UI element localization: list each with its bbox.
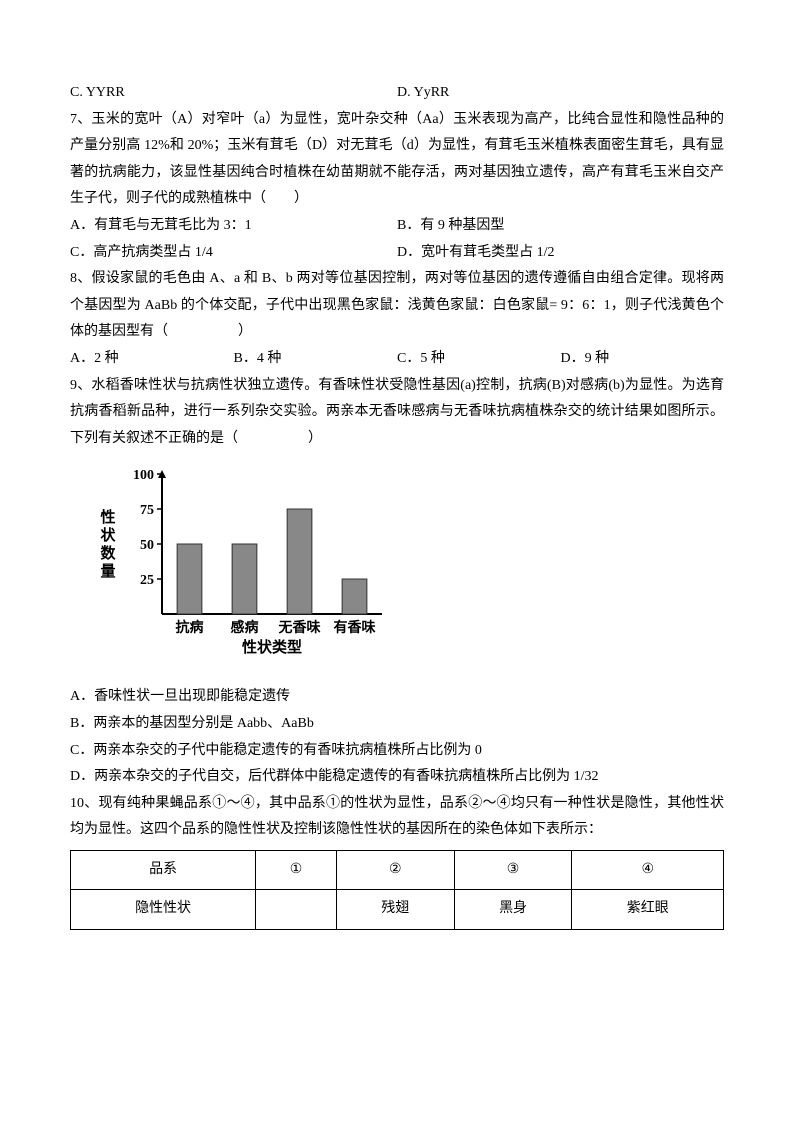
bar-chart-svg: 25 50 75 100 抗病 感病 无香味有香味性状类型 性状数量 — [90, 464, 392, 664]
svg-text:75: 75 — [140, 503, 154, 518]
q9-number: 9、 — [70, 378, 91, 393]
q7-options-ab: A．有茸毛与无茸毛比为 3：1 B．有 9 种基因型 — [70, 213, 724, 240]
svg-text:感病: 感病 — [231, 619, 259, 636]
table-cell: 黑身 — [454, 890, 572, 930]
q8-options: A．2 种 B．4 种 C．5 种 D．9 种 — [70, 346, 724, 373]
svg-text:有香味: 有香味 — [334, 619, 376, 636]
svg-text:无香味: 无香味 — [278, 619, 321, 636]
q7-body: 玉米的宽叶（A）对窄叶（a）为显性，宽叶杂交种（Aa）玉米表现为高产，比纯合显性… — [70, 112, 724, 207]
q10-text: 10、现有纯种果蝇品系①～④，其中品系①的性状为显性，品系②～④均只有一种性状是… — [70, 791, 724, 844]
q7-text: 7、玉米的宽叶（A）对窄叶（a）为显性，宽叶杂交种（Aa）玉米表现为高产，比纯合… — [70, 107, 724, 213]
q8-option-c: C．5 种 — [397, 346, 561, 373]
q9-option-a: A．香味性状一旦出现即能稳定遗传 — [70, 684, 724, 711]
q7-option-d: D．宽叶有茸毛类型占 1/2 — [397, 240, 724, 267]
q9-text: 9、水稻香味性状与抗病性状独立遗传。有香味性状受隐性基因(a)控制，抗病(B)对… — [70, 373, 724, 453]
table-cell: ② — [336, 850, 454, 890]
table-cell: 紫红眼 — [572, 890, 724, 930]
svg-text:抗病: 抗病 — [176, 619, 204, 636]
q9-body: 水稻香味性状与抗病性状独立遗传。有香味性状受隐性基因(a)控制，抗病(B)对感病… — [70, 378, 724, 446]
q10-table: 品系 ① ② ③ ④ 隐性性状 残翅 黑身 紫红眼 — [70, 850, 724, 930]
q8-option-d: D．9 种 — [561, 346, 725, 373]
svg-text:100: 100 — [133, 468, 154, 483]
q8-number: 8、 — [70, 271, 92, 286]
table-row: 隐性性状 残翅 黑身 紫红眼 — [71, 890, 724, 930]
q10-body: 现有纯种果蝇品系①～④，其中品系①的性状为显性，品系②～④均只有一种性状是隐性，… — [70, 796, 724, 838]
q7-number: 7、 — [70, 112, 92, 127]
q7-options-cd: C．高产抗病类型占 1/4 D．宽叶有茸毛类型占 1/2 — [70, 240, 724, 267]
svg-text:性状类型: 性状类型 — [242, 638, 302, 656]
q8-option-a: A．2 种 — [70, 346, 234, 373]
q7-option-b: B．有 9 种基因型 — [397, 213, 724, 240]
q8-body: 假设家鼠的毛色由 A、a 和 B、b 两对等位基因控制，两对等位基因的遗传遵循自… — [70, 271, 724, 339]
q9-option-c: C．两亲本杂交的子代中能稳定遗传的有香味抗病植株所占比例为 0 — [70, 738, 724, 765]
svg-text:量: 量 — [100, 563, 115, 580]
table-cell: 隐性性状 — [71, 890, 256, 930]
q7-option-a: A．有茸毛与无茸毛比为 3：1 — [70, 213, 397, 240]
svg-text:25: 25 — [140, 573, 154, 588]
q8-text: 8、假设家鼠的毛色由 A、a 和 B、b 两对等位基因控制，两对等位基因的遗传遵… — [70, 266, 724, 346]
q6-option-c: C. YYRR — [70, 80, 397, 107]
q9-option-d: D．两亲本杂交的子代自交，后代群体中能稳定遗传的有香味抗病植株所占比例为 1/3… — [70, 764, 724, 791]
svg-text:数: 数 — [100, 544, 116, 562]
table-row: 品系 ① ② ③ ④ — [71, 850, 724, 890]
table-cell: ③ — [454, 850, 572, 890]
q6-option-d: D. YyRR — [397, 80, 724, 107]
q6-options-cd: C. YYRR D. YyRR — [70, 80, 724, 107]
table-cell: ① — [256, 850, 337, 890]
q8-option-b: B．4 种 — [234, 346, 398, 373]
q9-option-b: B．两亲本的基因型分别是 Aabb、AaBb — [70, 711, 724, 738]
q10-number: 10、 — [70, 796, 98, 811]
table-cell: ④ — [572, 850, 724, 890]
svg-text:性: 性 — [100, 508, 115, 526]
table-cell: 品系 — [71, 850, 256, 890]
svg-text:状: 状 — [100, 526, 116, 544]
table-cell: 残翅 — [336, 890, 454, 930]
svg-text:50: 50 — [140, 538, 154, 553]
table-cell — [256, 890, 337, 930]
q9-chart: 25 50 75 100 抗病 感病 无香味有香味性状类型 性状数量 — [90, 464, 724, 664]
q7-option-c: C．高产抗病类型占 1/4 — [70, 240, 397, 267]
